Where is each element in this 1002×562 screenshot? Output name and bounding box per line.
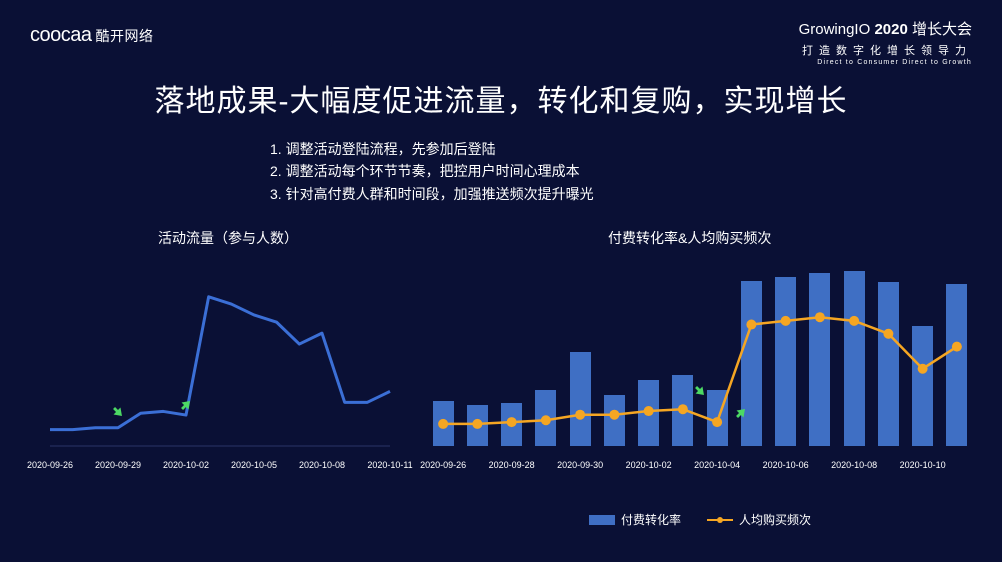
x-axis-label: 2020-10-02 — [163, 460, 209, 470]
bullet-item: 3. 针对高付费人群和时间段，加强推送频次提升曝光 — [270, 183, 594, 205]
annotation-arrow-icon — [111, 405, 125, 419]
brand-logo-left: coocaa 酷开网络 — [30, 24, 154, 47]
x-axis-label: 2020-10-10 — [900, 460, 946, 470]
x-axis-label: 2020-10-05 — [231, 460, 277, 470]
x-axis-label: 2020-10-08 — [831, 460, 877, 470]
traffic-line-chart: 2020-09-262020-09-292020-10-022020-10-05… — [40, 258, 400, 468]
x-axis-label: 2020-10-02 — [626, 460, 672, 470]
annotation-arrow-icon — [734, 406, 748, 420]
right-chart-legend: 付费转化率 人均购买频次 — [420, 511, 980, 528]
event-tagline-en: Direct to Consumer Direct to Growth — [799, 59, 972, 66]
bullet-list: 1. 调整活动登陆流程，先参加后登陆 2. 调整活动每个环节节奏，把控用户时间心… — [270, 138, 594, 205]
legend-item-bar: 付费转化率 — [589, 511, 681, 528]
x-axis-label: 2020-09-30 — [557, 460, 603, 470]
brand-logo-text-cn: 酷开网络 — [96, 26, 154, 46]
annotation-arrow-icon — [693, 384, 707, 398]
right-chart-subtitle: 付费转化率&人均购买频次 — [608, 228, 771, 248]
legend-swatch-line — [707, 515, 733, 525]
left-chart-subtitle: 活动流量（参与人数） — [158, 228, 298, 248]
brand-logo-text-en: coocaa — [30, 24, 92, 47]
page-title: 落地成果-大幅度促进流量，转化和复购，实现增长 — [0, 76, 1002, 120]
legend-label-bar: 付费转化率 — [621, 511, 681, 528]
x-axis-label: 2020-10-11 — [367, 460, 412, 470]
x-axis-label: 2020-09-26 — [27, 460, 73, 470]
bullet-item: 1. 调整活动登陆流程，先参加后登陆 — [270, 138, 594, 160]
event-logo-right: GrowingIO 2020 增长大会 打造数字化增长领导力 Direct to… — [799, 18, 972, 66]
conversion-bar-line-chart: 2020-09-26 2020-09-28 2020-09-30 2020-10-02… — [420, 258, 980, 468]
annotation-arrow-icon — [179, 398, 193, 412]
x-axis-label: 2020-10-08 — [299, 460, 345, 470]
legend-item-line: 人均购买频次 — [707, 511, 811, 528]
x-axis-label: 2020-09-28 — [489, 460, 535, 470]
event-title: GrowingIO 2020 增长大会 — [799, 18, 972, 39]
bullet-item: 2. 调整活动每个环节节奏，把控用户时间心理成本 — [270, 160, 594, 182]
legend-swatch-bar — [589, 515, 615, 525]
x-axis-label: 2020-09-29 — [95, 460, 141, 470]
x-axis-label: 2020-10-06 — [763, 460, 809, 470]
x-axis-label: 2020-10-04 — [694, 460, 740, 470]
event-tagline-cn: 打造数字化增长领导力 — [799, 42, 972, 58]
legend-label-line: 人均购买频次 — [739, 511, 811, 528]
x-axis-label: 2020-09-26 — [420, 460, 466, 470]
